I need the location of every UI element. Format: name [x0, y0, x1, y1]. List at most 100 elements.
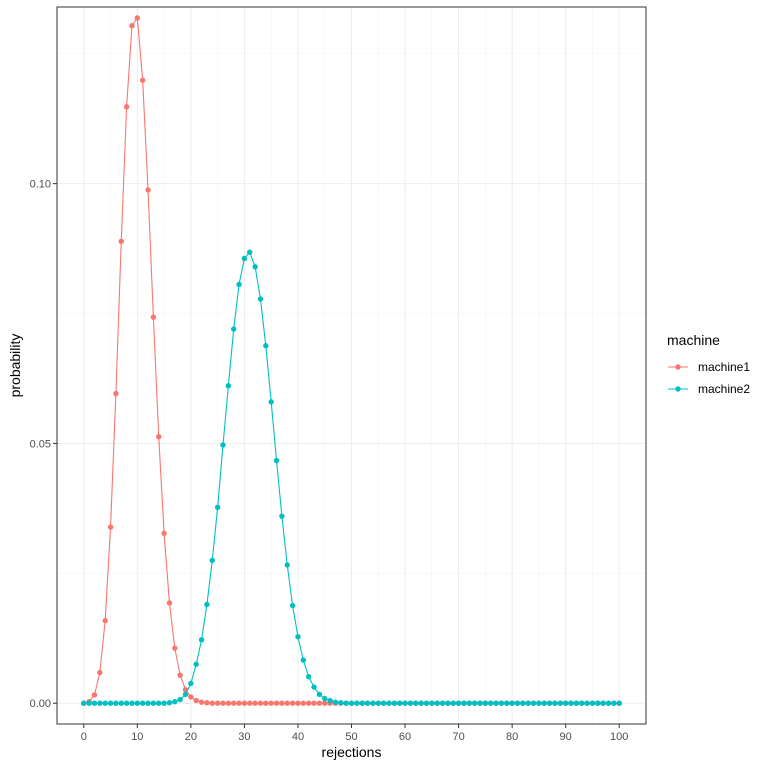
data-point-machine1: [241, 700, 248, 706]
data-point-machine2: [113, 700, 119, 706]
data-point-machine2: [466, 700, 472, 706]
data-point-machine1: [311, 700, 317, 706]
legend-entries: machine1 machine2: [668, 360, 750, 396]
data-point-machine1: [102, 617, 108, 624]
data-point-machine1: [263, 700, 269, 706]
x-tick-label: 60: [399, 731, 411, 743]
data-point-machine2: [605, 700, 612, 706]
data-point-machine2: [439, 700, 446, 706]
data-point-machine2: [573, 700, 580, 706]
data-point-machine2: [257, 296, 264, 302]
data-point-machine1: [316, 700, 323, 706]
data-point-machine2: [488, 700, 494, 706]
data-point-machine2: [289, 602, 296, 609]
data-point-machine1: [220, 700, 226, 706]
data-point-machine2: [338, 700, 344, 706]
data-point-machine2: [429, 700, 435, 706]
data-point-machine1: [139, 77, 146, 83]
data-point-machine2: [584, 700, 590, 706]
data-point-machine2: [568, 700, 574, 706]
data-point-machine2: [91, 700, 98, 706]
data-point-machine2: [225, 383, 232, 389]
data-point-machine1: [295, 700, 301, 706]
legend-key-point: [675, 364, 681, 370]
data-point-machine2: [204, 601, 210, 608]
data-point-machine1: [172, 645, 178, 651]
legend-key-point: [675, 386, 681, 392]
data-point-machine2: [461, 700, 467, 706]
data-point-machine2: [514, 700, 521, 706]
data-point-machine2: [231, 326, 237, 332]
data-point-machine2: [418, 700, 424, 706]
data-point-machine2: [198, 637, 205, 643]
data-point-machine2: [579, 700, 585, 706]
data-point-machine2: [536, 700, 542, 706]
data-point-machine1: [123, 104, 130, 110]
x-tick-label: 40: [292, 731, 304, 743]
data-point-machine2: [161, 700, 167, 706]
data-point-machine1: [91, 692, 98, 698]
x-tick-label: 10: [131, 731, 143, 743]
data-point-machine2: [546, 700, 553, 706]
data-point-machine2: [391, 700, 398, 706]
data-point-machine2: [504, 700, 510, 706]
y-tick-label: 0.05: [30, 438, 51, 450]
data-point-machine1: [273, 700, 280, 706]
data-point-machine2: [445, 700, 451, 706]
data-point-machine2: [107, 700, 114, 706]
data-point-machine2: [348, 700, 355, 706]
data-point-machine2: [123, 700, 130, 706]
x-axis-title: rejections: [322, 744, 382, 760]
data-point-machine2: [520, 700, 526, 706]
data-point-machine2: [156, 700, 162, 706]
legend: machine machine1 machine2: [667, 332, 750, 396]
data-point-machine1: [289, 700, 296, 706]
data-point-machine2: [86, 700, 92, 706]
data-point-machine2: [241, 255, 248, 262]
data-point-machine2: [81, 700, 87, 706]
data-point-machine1: [257, 700, 264, 706]
data-point-machine2: [386, 700, 392, 706]
data-point-machine2: [332, 699, 339, 705]
axes: 0 10 20 30 40 50 60 70 80 90 100 0.00 0.05 0.10: [30, 179, 629, 743]
data-point-machine2: [455, 700, 462, 706]
legend-label: machine2: [698, 382, 750, 396]
data-point-machine2: [188, 680, 194, 687]
data-point-machine1: [188, 694, 194, 700]
x-tick-label: 20: [185, 731, 197, 743]
data-point-machine2: [402, 700, 408, 706]
data-point-machine1: [97, 669, 103, 676]
data-point-machine1: [177, 672, 183, 678]
y-tick-label: 0.00: [30, 698, 51, 710]
data-point-machine2: [530, 700, 537, 706]
data-point-machine2: [134, 700, 141, 706]
data-point-machine2: [166, 700, 173, 706]
series-machine2: [81, 249, 622, 706]
data-point-machine1: [236, 700, 242, 706]
data-point-machine2: [295, 634, 301, 640]
data-point-machine1: [113, 390, 119, 397]
data-point-machine2: [139, 700, 146, 706]
data-point-machine1: [193, 697, 199, 704]
data-point-machine1: [322, 700, 328, 706]
data-point-machine1: [209, 700, 215, 706]
data-point-machine1: [305, 700, 312, 706]
data-point-machine2: [482, 700, 489, 706]
data-point-machine2: [407, 700, 414, 706]
data-point-machine2: [396, 700, 403, 706]
data-point-machine2: [145, 700, 151, 706]
y-axis-title: probability: [7, 334, 23, 398]
x-tick-label: 0: [81, 731, 87, 743]
data-point-machine2: [557, 700, 564, 706]
x-tick-label: 50: [345, 731, 357, 743]
y-tick-label: 0.10: [30, 179, 51, 191]
data-point-machine2: [434, 700, 440, 706]
data-point-machine2: [268, 399, 274, 405]
x-tick-label: 70: [452, 731, 464, 743]
data-point-machine1: [284, 700, 290, 706]
data-point-machine2: [413, 700, 419, 706]
data-point-machine1: [225, 700, 232, 706]
data-point-machine1: [161, 530, 167, 537]
